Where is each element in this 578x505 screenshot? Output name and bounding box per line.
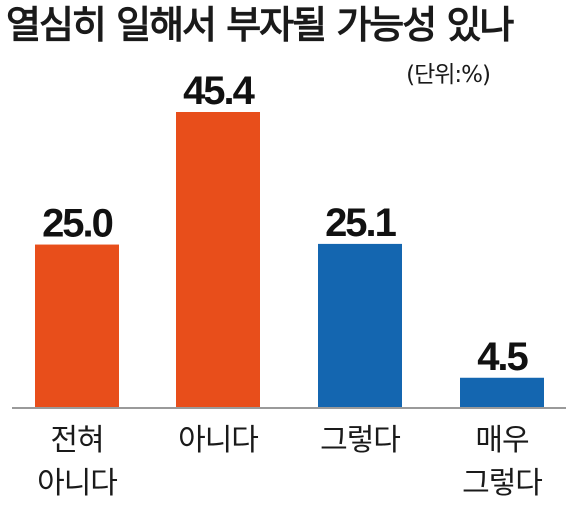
value-label-0: 25.0 bbox=[42, 202, 113, 246]
bars-group bbox=[35, 112, 544, 407]
category-label-2-0: 그렇다 bbox=[320, 423, 400, 458]
value-label-3: 4.5 bbox=[477, 335, 528, 379]
value-label-1: 45.4 bbox=[183, 69, 256, 113]
chart-title: 열심히 일해서 부자될 가능성 있나 bbox=[6, 3, 514, 47]
category-label-0-0: 전혀 bbox=[50, 423, 103, 458]
bar-3 bbox=[460, 377, 544, 407]
unit-note: (단위:%) bbox=[406, 62, 491, 88]
category-label-1-0: 아니다 bbox=[178, 423, 258, 458]
bar-1 bbox=[176, 112, 260, 407]
category-label-0-1: 아니다 bbox=[37, 466, 117, 501]
category-label-3-0: 매우 bbox=[475, 423, 529, 458]
category-label-3-1: 그렇다 bbox=[462, 466, 542, 501]
bar-0 bbox=[35, 244, 119, 407]
bar-2 bbox=[318, 243, 402, 407]
value-label-2: 25.1 bbox=[325, 201, 397, 245]
